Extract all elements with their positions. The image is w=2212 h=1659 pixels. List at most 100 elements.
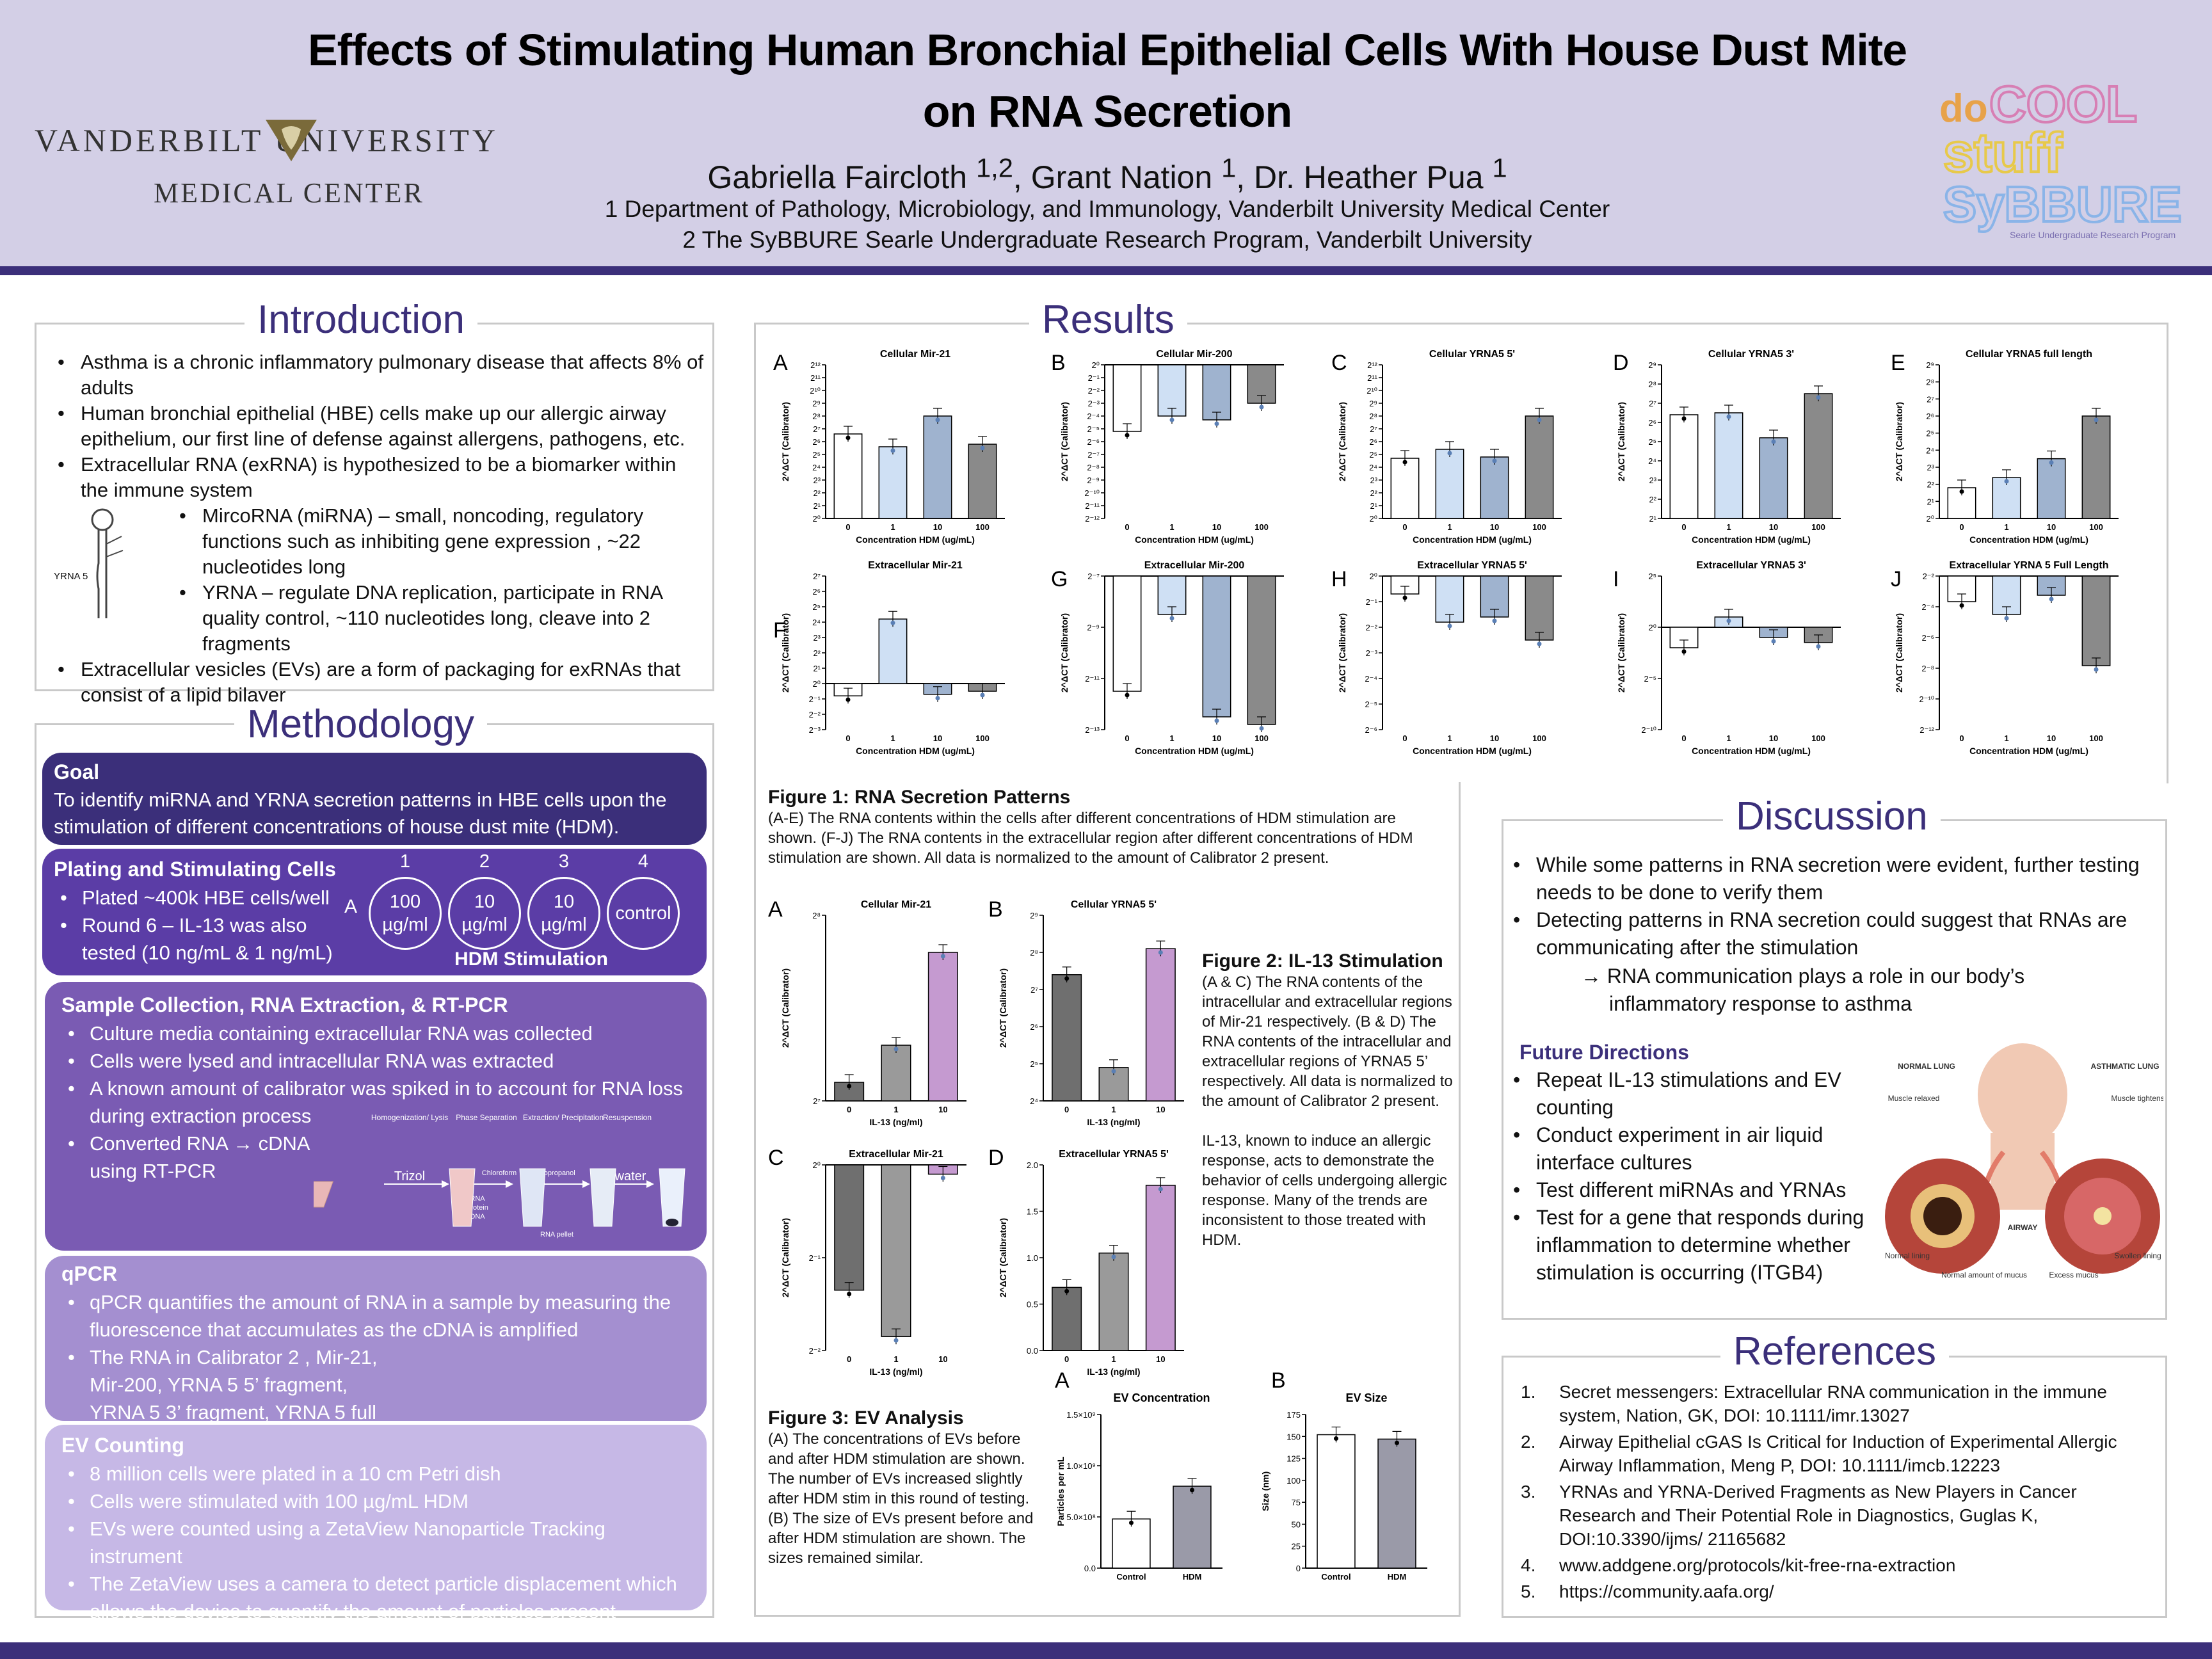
y-tick-label: 175 — [1286, 1410, 1301, 1420]
x-tick-label: 10 — [1769, 522, 1778, 532]
y-tick-label: 2⁰ — [813, 514, 821, 524]
y-axis-label: 2^ΔCT (Calibrator) — [1616, 402, 1626, 481]
chart-3: Cellular YRNA5 3' 2⁹ 2⁸ 2⁷ 2⁶ 2⁵ 2⁴ 2³ 2² 2¹ 0 1 10 1… — [1616, 349, 1841, 545]
bar — [2081, 575, 2111, 666]
ev-item: EVs were counted using a ZetaView Nanopa… — [61, 1515, 695, 1570]
y-tick-label: 2⁻² — [809, 1346, 821, 1356]
x-tick-label: 100 — [1811, 522, 1825, 532]
bar — [1525, 575, 1554, 641]
y-axis-label: 2^ΔCT (Calibrator) — [998, 1218, 1008, 1297]
plate-letter: A — [344, 896, 358, 917]
yrna-label: YRNA 5 — [54, 571, 88, 582]
vanderbilt-oak-icon — [266, 120, 317, 161]
x-tick-label: Control — [1116, 1572, 1146, 1582]
bar — [1317, 1434, 1356, 1569]
workflow-step: Phase Separation — [456, 1113, 517, 1122]
chart-4: Cellular YRNA5 full length 2⁹ 2⁸ 2⁷ 2⁶ 2⁵ 2⁴ 2³… — [1894, 349, 2119, 545]
sample-item: Converted RNA → cDNA using RT-PCR — [61, 1130, 324, 1185]
intro-bullet: Extracellular vesicles (EVs) are a form … — [52, 657, 705, 708]
asthma-lung-illustration: NORMAL LUNG ASTHMATIC LUNG Muscle relaxe… — [1885, 1043, 2163, 1279]
goal-heading: Goal — [54, 760, 100, 783]
chart-title: Extracellular Mir-21 — [868, 560, 963, 571]
reference-item: 3. YRNAs and YRNA-Derived Fragments as Ne… — [1521, 1482, 2077, 1549]
figure2-text2: IL-13, known to induce an allergic respo… — [1202, 1132, 1447, 1249]
references-list: 1. Secret messengers: Extracellular RNA c… — [1521, 1380, 2154, 1606]
x-axis-label: Concentration HDM (ug/mL) — [1413, 534, 1532, 545]
data-point — [1771, 439, 1776, 444]
y-tick-label: 2⁻⁸ — [1921, 664, 1934, 673]
x-tick-label: 10 — [933, 733, 942, 743]
results-box-top — [754, 323, 2168, 783]
y-tick-label: 2⁵ — [1926, 429, 1934, 438]
bar — [1804, 393, 1833, 519]
y-tick-label: 2¹⁰ — [1366, 386, 1377, 396]
y-tick-label: 2⁴ — [1926, 445, 1934, 455]
data-point — [1334, 1436, 1338, 1441]
y-tick-label: 25 — [1292, 1542, 1301, 1551]
y-tick-label: 2³ — [1649, 476, 1656, 485]
x-tick-label: 1 — [890, 733, 895, 743]
workflow-label: Isopropanol — [538, 1169, 575, 1177]
chart-1: Cellular Mir-200 2⁰ 2⁻¹ 2⁻² 2⁻³ 2⁻⁴ 2⁻⁵ 2⁻⁶ 2⁻⁷ 2… — [1059, 349, 1284, 545]
y-tick-label: 2⁸ — [1369, 412, 1377, 421]
data-point — [1959, 603, 1964, 608]
bar — [2081, 415, 2111, 519]
figure3-caption: Figure 3: EV Analysis (A) The concentrat… — [768, 1408, 1047, 1568]
data-point — [2094, 417, 2099, 422]
rna-extraction-workflow: Homogenization/ Lysis Phase Separation E… — [314, 1113, 685, 1238]
data-point — [1771, 639, 1776, 644]
chart-13: Extracellular YRNA5 5' 2.0 1.5 1.0 0.5 0.0 0 1 1… — [998, 1149, 1184, 1377]
y-tick-label: 1.5 — [1027, 1207, 1038, 1217]
data-point — [1959, 489, 1964, 494]
chart-panel-letter: D — [1613, 351, 1629, 375]
y-tick-label: 2⁸ — [812, 911, 821, 920]
bar — [2037, 458, 2066, 519]
chart-title: Extracellular YRNA5 5' — [1417, 560, 1527, 571]
illus-label: Muscle relaxed — [1888, 1094, 1940, 1103]
chart-8: Extracellular YRNA5 3' 2⁵ 2⁰ 2⁻⁵ 2⁻¹⁰ 0 1 10 100… — [1616, 560, 1841, 756]
y-tick-label: 2³ — [813, 633, 821, 643]
future-item: Test different miRNAs and YRNAs — [1508, 1176, 1892, 1204]
y-tick-label: 2⁶ — [812, 587, 821, 597]
discussion-bullet: While some patterns in RNA secretion wer… — [1508, 851, 2161, 906]
poster-title-line1: Effects of Stimulating Human Bronchial E… — [307, 25, 1907, 75]
y-tick-label: 2⁴ — [812, 463, 821, 472]
x-tick-label: 0 — [1125, 733, 1129, 743]
qpcr-panel: qPCR qPCR quantifies the amount of RNA i… — [45, 1256, 707, 1451]
y-tick-label: 2⁸ — [812, 412, 821, 421]
future-item: Repeat IL-13 stimulations and EV countin… — [1508, 1066, 1892, 1121]
bar — [1145, 1185, 1176, 1351]
sample-item: A known amount of calibrator was spiked … — [61, 1075, 689, 1130]
svg-text:SyBBURE: SyBBURE — [1943, 176, 2182, 232]
well-circle: 10 µg/ml — [527, 877, 600, 950]
y-tick-label: 2⁵ — [1648, 437, 1656, 447]
bar — [1714, 412, 1743, 519]
y-tick-label: 2⁶ — [1369, 437, 1377, 447]
x-axis-label: Concentration HDM (ug/mL) — [1135, 534, 1254, 545]
illus-label: ASTHMATIC LUNG — [2090, 1062, 2159, 1071]
data-point — [940, 954, 945, 959]
ev-counting-panel: EV Counting 8 million cells were plated … — [45, 1425, 707, 1623]
data-point — [894, 1046, 899, 1052]
y-tick-label: 2⁻⁵ — [1365, 700, 1377, 709]
well-number: 3 — [558, 851, 570, 872]
x-tick-label: 0 — [847, 1354, 851, 1364]
ev-item: 8 million cells were plated in a 10 cm P… — [61, 1460, 695, 1487]
results-heading: Results — [1029, 297, 1187, 342]
x-tick-label: 100 — [1254, 522, 1269, 532]
data-point — [1259, 726, 1264, 731]
data-point — [1158, 950, 1163, 955]
y-tick-label: 2⁻² — [809, 710, 821, 719]
introduction-heading: Introduction — [244, 297, 477, 342]
chart-panel-letter: A — [773, 351, 788, 375]
chart-6: Extracellular Mir-200 2⁻⁷ 2⁻⁹ 2⁻¹¹ 2⁻¹³ 0 1 10 1… — [1059, 560, 1284, 756]
data-point — [1537, 417, 1542, 422]
chart-panel-letter: C — [1331, 351, 1347, 375]
y-tick-label: 2⁵ — [1369, 450, 1377, 460]
y-tick-label: 2⁻¹ — [809, 1253, 821, 1263]
y-tick-label: 2⁶ — [1030, 1022, 1038, 1032]
future-directions-heading: Future Directions — [1519, 1041, 1689, 1064]
figure1-caption: Figure 1: RNA Secretion Patterns (A-E) T… — [768, 787, 1447, 868]
bar — [1247, 575, 1276, 725]
